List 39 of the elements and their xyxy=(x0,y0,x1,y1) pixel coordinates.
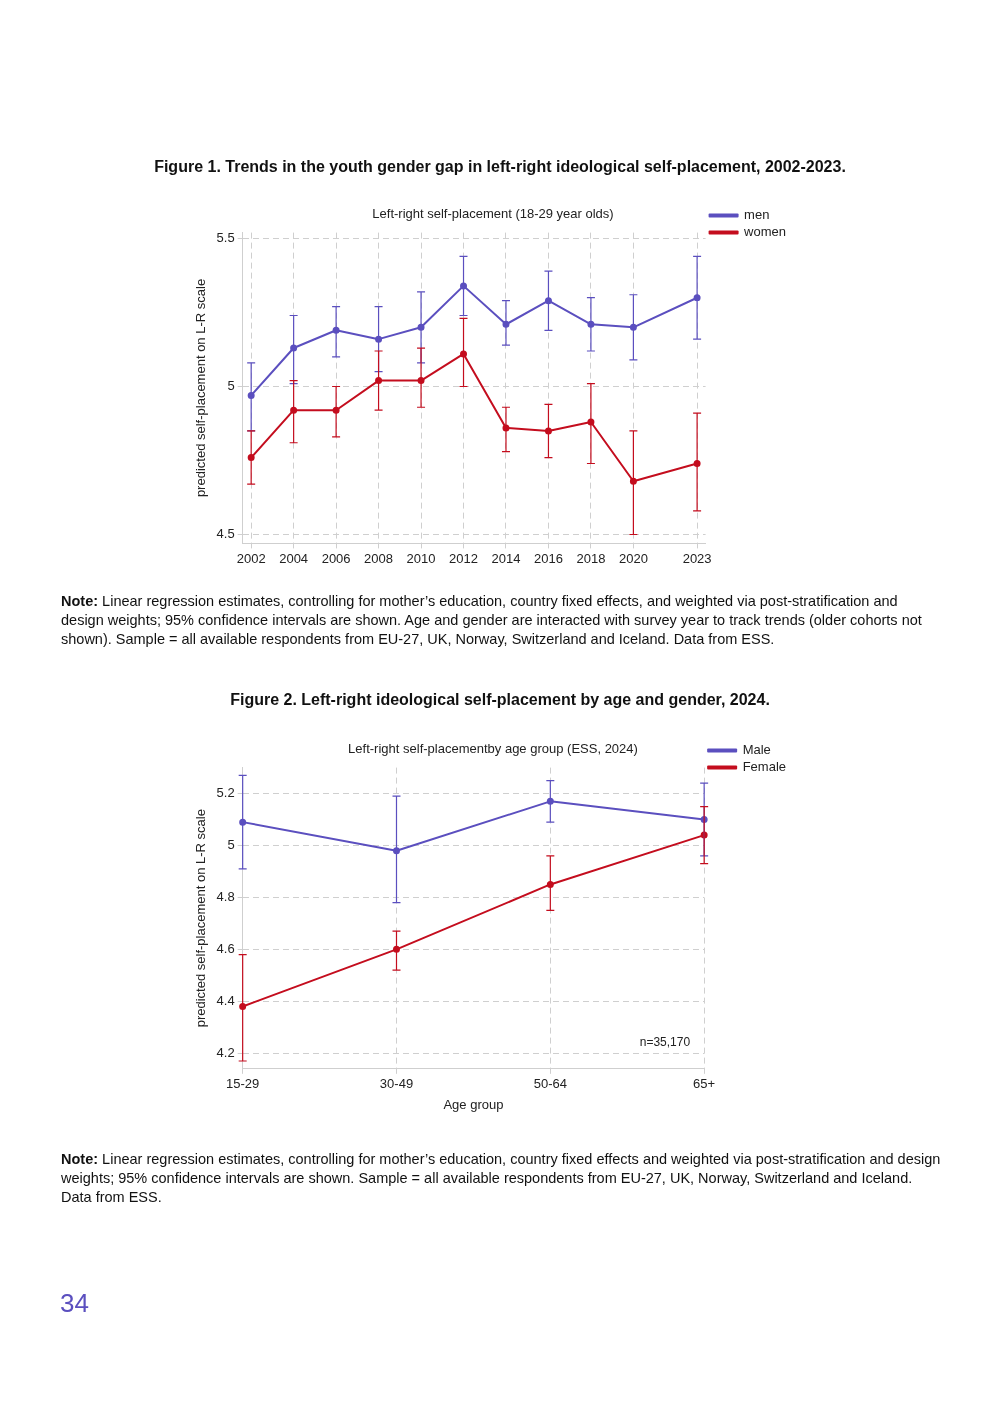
x-tick-label: 2023 xyxy=(682,550,712,566)
chart-title: Figure 2. Left-right ideological self-placement by age and gender, 2024. xyxy=(229,691,771,709)
y-tick-label: 5.2 xyxy=(216,785,235,801)
y-tick-label: 4.4 xyxy=(216,992,235,1008)
chart-subtitle: Left-right self-placementby age group (ESS, 2024) xyxy=(348,741,638,757)
x-tick-label: 2018 xyxy=(576,550,606,566)
x-tick-label: 2016 xyxy=(533,550,563,566)
legend-label: men xyxy=(744,207,770,223)
x-tick-label: 65+ xyxy=(693,1076,716,1092)
y-tick-label: 4.2 xyxy=(216,1044,235,1060)
x-tick-label: 2010 xyxy=(406,550,436,566)
x-tick-label: 2006 xyxy=(321,550,351,566)
x-tick-label: 2002 xyxy=(236,550,266,566)
y-tick-label: 5 xyxy=(227,837,235,853)
x-tick-label: 30-49 xyxy=(379,1076,414,1092)
x-tick-label: 15-29 xyxy=(226,1076,260,1092)
y-tick-label: 5 xyxy=(227,378,235,394)
x-axis-title: Age group xyxy=(443,1096,504,1112)
x-tick-label: 2004 xyxy=(279,550,309,566)
y-tick-label: 4.8 xyxy=(216,889,235,905)
y-axis-title: predicted self-placement on L-R scale xyxy=(193,809,209,1028)
y-tick-label: 5.5 xyxy=(216,230,235,246)
legend-label: Female xyxy=(742,759,787,775)
text: 34 xyxy=(60,1288,89,1319)
x-tick-label: 2012 xyxy=(449,550,478,566)
chart-title: Figure 1. Trends in the youth gender gap in left-right ideological self-placement, 2002-2023. xyxy=(153,158,847,176)
y-tick-label: 4.6 xyxy=(216,940,235,956)
x-tick-label: 50-64 xyxy=(533,1076,567,1092)
y-axis-title: predicted self-placement on L-R scale xyxy=(193,278,209,498)
text: Note: Linear regression estimates, controlling for mother’s education, country fixed effects, and weighted via post-stratification and design weights; 95% confidence intervals are shown. Age and gender are interacted with survey year to track trends (older cohorts not shown). Sample = all available respondents from EU-27, UK, Norway, Switzerland and Iceland. Data from ESS. xyxy=(61,592,923,649)
annotation: n=35,170 xyxy=(639,1035,691,1050)
chart-subtitle: Left-right self-placement (18-29 year olds) xyxy=(372,206,614,222)
text: Note: Linear regression estimates, controlling for mother’s education, country fixed effects and weighted via post-stratification and design weights; 95% confidence intervals are shown. Sample = all available respondents from EU-27, UK, Norway, Switzerland and Iceland. Data from ESS. xyxy=(61,1150,941,1207)
x-tick-label: 2008 xyxy=(364,550,394,566)
legend-label: Male xyxy=(742,742,771,758)
y-tick-label: 4.5 xyxy=(216,526,235,542)
legend-label: women xyxy=(743,224,787,240)
x-tick-label: 2020 xyxy=(618,550,648,566)
x-tick-label: 2014 xyxy=(491,550,521,566)
